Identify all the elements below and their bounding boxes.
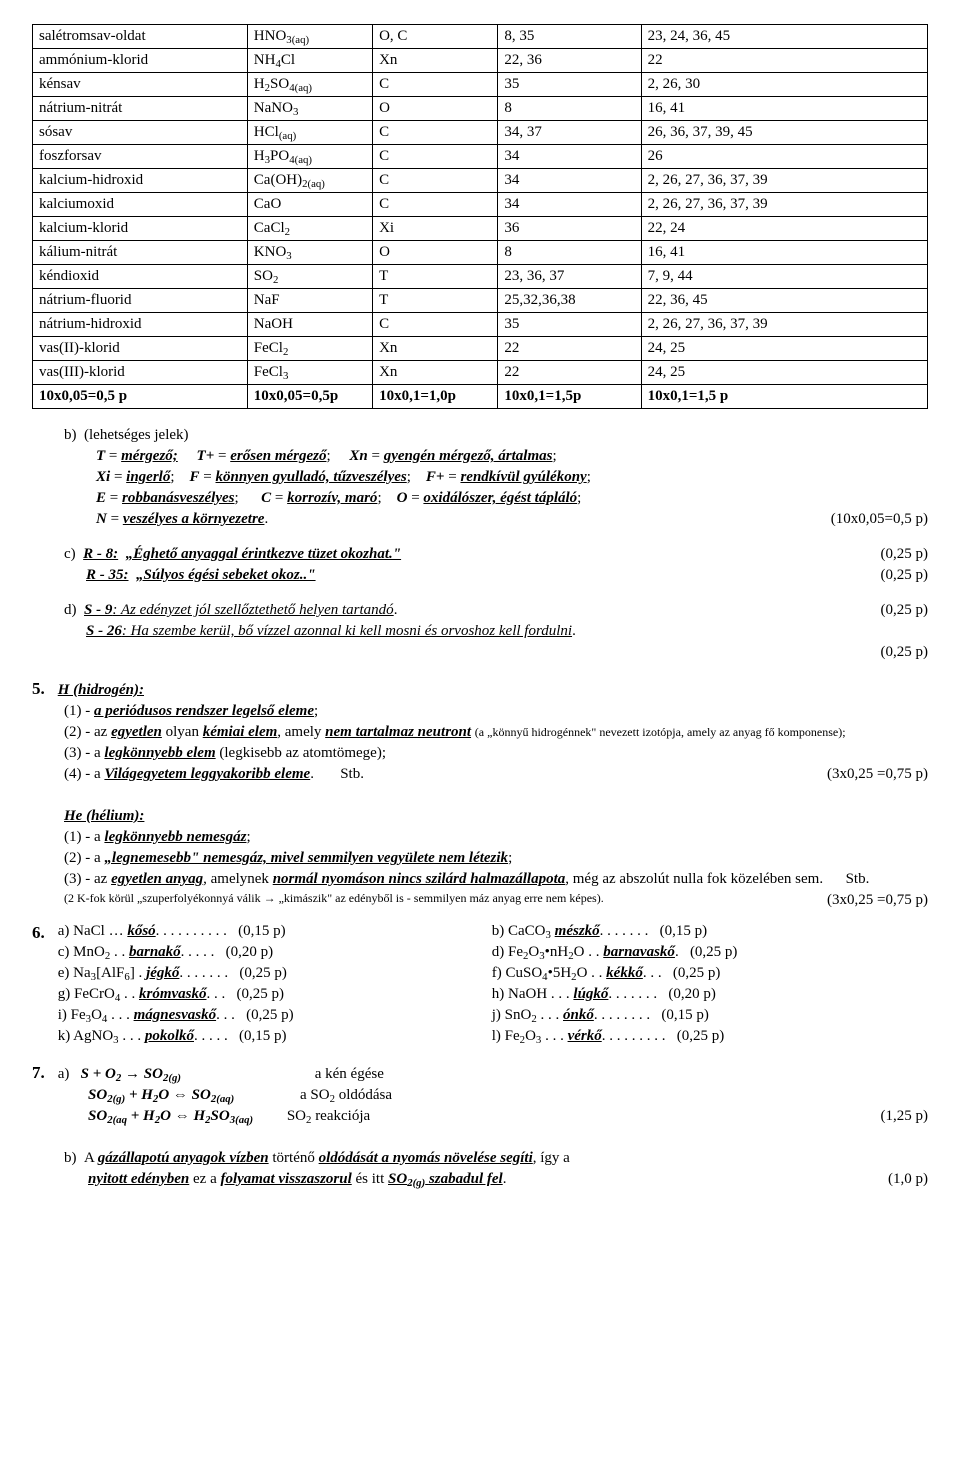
table-footer-row: 10x0,05=0,5 p10x0,05=0,5p10x0,1=1,0p10x0… [33,385,928,409]
q7-eq1: S + O2 → SO2(g) [81,1066,181,1082]
q6-item: l) Fe2O3 . . . vérkő. . . . . . . . . (0… [492,1026,926,1047]
compounds-table: salétromsav-oldatHNO3(aq)O, C8, 3523, 24… [32,24,928,409]
table-row: vas(III)-kloridFeCl3Xn2224, 25 [33,361,928,385]
question-5: 5. H (hidrogén): (1) - a periódusos rend… [32,677,928,907]
q6-item: e) Na3[AlF6] . jégkő. . . . . . . (0,25 … [58,963,492,984]
table-row: sósavHCl(aq)C34, 3726, 36, 37, 39, 45 [33,121,928,145]
q7-eq3: SO2(aq + H2O ⇔ H2SO3(aq) [88,1108,253,1124]
table-row: kalciumoxidCaOC342, 26, 27, 36, 37, 39 [33,193,928,217]
q6-item: i) Fe3O4 . . . mágnesvaskő. . . (0,25 p) [58,1005,492,1026]
table-row: kénsavH2SO4(aq)C352, 26, 30 [33,73,928,97]
q6-item: d) Fe2O3•nH2O . . barnavaskő. (0,25 p) [492,942,926,963]
question-7: 7. a) S + O2 → SO2(g) a kén égése SO2(g)… [32,1061,928,1190]
table-row: kéndioxidSO2T23, 36, 377, 9, 44 [33,265,928,289]
table-row: nátrium-fluoridNaFT25,32,36,3822, 36, 45 [33,289,928,313]
table-row: nátrium-nitrátNaNO3O816, 41 [33,97,928,121]
q6-item: h) NaOH . . . lúgkő. . . . . . . (0,20 p… [492,984,926,1005]
q6-item: a) NaCl … kősó. . . . . . . . . . (0,15 … [58,921,492,942]
table-row: foszforsavH3PO4(aq)C3426 [33,145,928,169]
section-c: c) R - 8: „Éghető anyaggal érintkezve tü… [32,544,928,586]
table-row: ammónium-kloridNH4ClXn22, 3622 [33,49,928,73]
q6-number: 6. [32,921,54,945]
section-b: b) (lehetséges jelek) T = mérgező; T+ = … [32,425,928,530]
q6-item: c) MnO2 . . barnakő. . . . . (0,20 p) [58,942,492,963]
q6-item: f) CuSO4•5H2O . . kékkő. . . (0,25 p) [492,963,926,984]
q5-number: 5. [32,677,54,701]
table-row: kalcium-kloridCaCl2Xi3622, 24 [33,217,928,241]
q7-number: 7. [32,1061,54,1085]
q6-item: k) AgNO3 . . . pokolkő. . . . . (0,15 p) [58,1026,492,1047]
b-lead: (lehetséges jelek) [84,427,189,443]
section-d: d) S - 9: Az edényzet jól szellőztethető… [32,600,928,663]
question-6: 6. a) NaCl … kősó. . . . . . . . . . (0,… [32,921,928,1047]
q6-item: g) FeCrO4 . . krómvaskő. . . (0,25 p) [58,984,492,1005]
q7-eq2: SO2(g) + H2O ⇔ SO2(aq) [88,1087,234,1103]
table-row: kalcium-hidroxidCa(OH)2(aq)C342, 26, 27,… [33,169,928,193]
table-row: nátrium-hidroxidNaOHC352, 26, 27, 36, 37… [33,313,928,337]
table-row: kálium-nitrátKNO3O816, 41 [33,241,928,265]
table-row: salétromsav-oldatHNO3(aq)O, C8, 3523, 24… [33,25,928,49]
q6-item: b) CaCO3 mészkő. . . . . . . (0,15 p) [492,921,926,942]
q6-item: j) SnO2 . . . ónkő. . . . . . . . (0,15 … [492,1005,926,1026]
table-row: vas(II)-kloridFeCl2Xn2224, 25 [33,337,928,361]
